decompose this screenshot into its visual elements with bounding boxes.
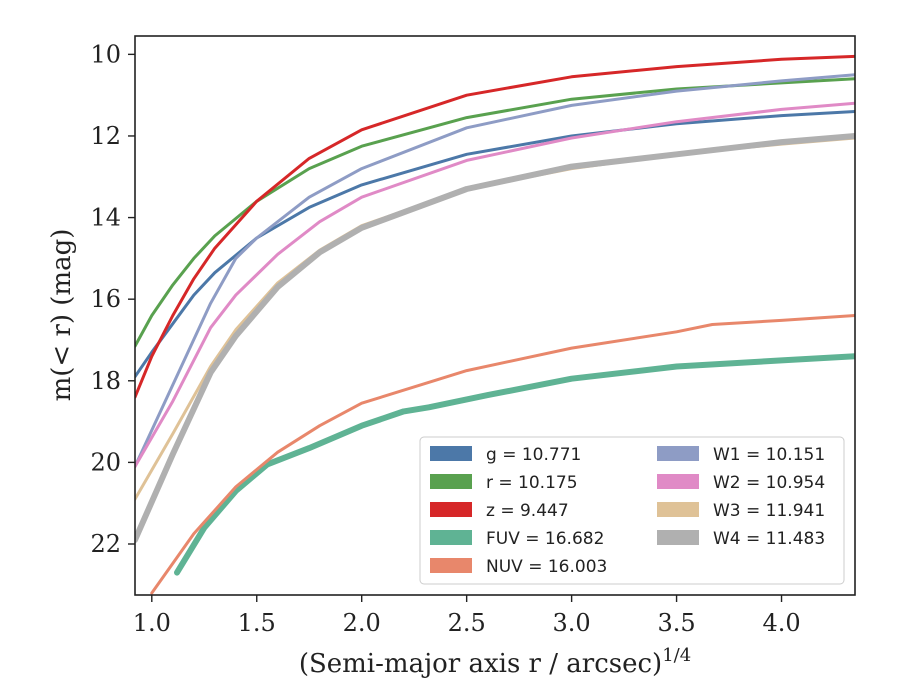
legend-items: g = 10.771 r = 10.175 z = 9.447 FUV = 16.68… xyxy=(430,445,825,577)
y-tick-label: 12 xyxy=(90,122,121,150)
series-layer xyxy=(135,54,855,595)
y-tick-label: 16 xyxy=(90,285,121,313)
x-tick-label: 3.0 xyxy=(553,609,591,637)
x-tick-label: 2.5 xyxy=(448,609,486,637)
series-line-g xyxy=(135,110,855,379)
legend-label-r: r = 10.175 xyxy=(486,473,578,493)
y-tick-label: 18 xyxy=(90,367,121,395)
legend-swatch-w1 xyxy=(657,446,699,461)
y-axis-label: m(< r) (mag) xyxy=(47,229,77,402)
series-line-w4 xyxy=(135,133,855,543)
legend-label-fuv: FUV = 16.682 xyxy=(486,529,604,549)
y-tick-label: 14 xyxy=(90,204,121,232)
plot-frame xyxy=(134,35,856,596)
legend-label-g: g = 10.771 xyxy=(486,445,581,465)
x-tick-label: 3.5 xyxy=(657,609,695,637)
x-tick-label: 4.0 xyxy=(762,609,800,637)
y-axis-ticks: 10 12 14 16 18 20 22 xyxy=(90,40,135,558)
x-axis-label-superscript: 1/4 xyxy=(662,645,691,666)
legend-swatch-w2 xyxy=(657,474,699,489)
y-tick-label: 10 xyxy=(90,40,121,68)
legend-label-w3: W3 = 11.941 xyxy=(713,501,825,521)
series-line-z xyxy=(135,54,855,399)
legend-label-w2: W2 = 10.954 xyxy=(713,473,825,493)
x-tick-label: 2.0 xyxy=(343,609,381,637)
series-line-w2 xyxy=(135,101,855,468)
series-line-nuv xyxy=(150,314,855,595)
legend-swatch-r xyxy=(430,474,472,489)
legend-swatch-fuv xyxy=(430,530,472,545)
legend-label-w1: W1 = 10.151 xyxy=(713,445,825,465)
y-tick-label: 22 xyxy=(90,530,121,558)
x-axis-ticks: 1.0 1.5 2.0 2.5 3.0 3.5 4.0 xyxy=(133,595,801,637)
legend-swatch-z xyxy=(430,502,472,517)
legend-swatch-g xyxy=(430,446,472,461)
x-tick-label: 1.5 xyxy=(238,609,276,637)
legend-swatch-nuv xyxy=(430,558,472,573)
series-line-r xyxy=(135,77,855,348)
series-line-fuv xyxy=(174,353,855,576)
legend-label-nuv: NUV = 16.003 xyxy=(486,557,607,577)
legend-label-w4: W4 = 11.483 xyxy=(713,529,825,549)
legend-swatch-w4 xyxy=(657,530,699,545)
legend-box xyxy=(419,436,845,585)
x-axis-label: (Semi-major axis r / arcsec)1/4 xyxy=(299,645,691,679)
x-tick-label: 1.0 xyxy=(133,609,171,637)
series-line-w1 xyxy=(135,73,855,468)
legend-label-z: z = 9.447 xyxy=(486,501,569,521)
y-tick-label: 20 xyxy=(90,448,121,476)
x-axis-label-text: (Semi-major axis r / arcsec) xyxy=(299,649,662,679)
legend: g = 10.771 r = 10.175 z = 9.447 FUV = 16.68… xyxy=(419,436,845,585)
legend-swatch-w3 xyxy=(657,502,699,517)
